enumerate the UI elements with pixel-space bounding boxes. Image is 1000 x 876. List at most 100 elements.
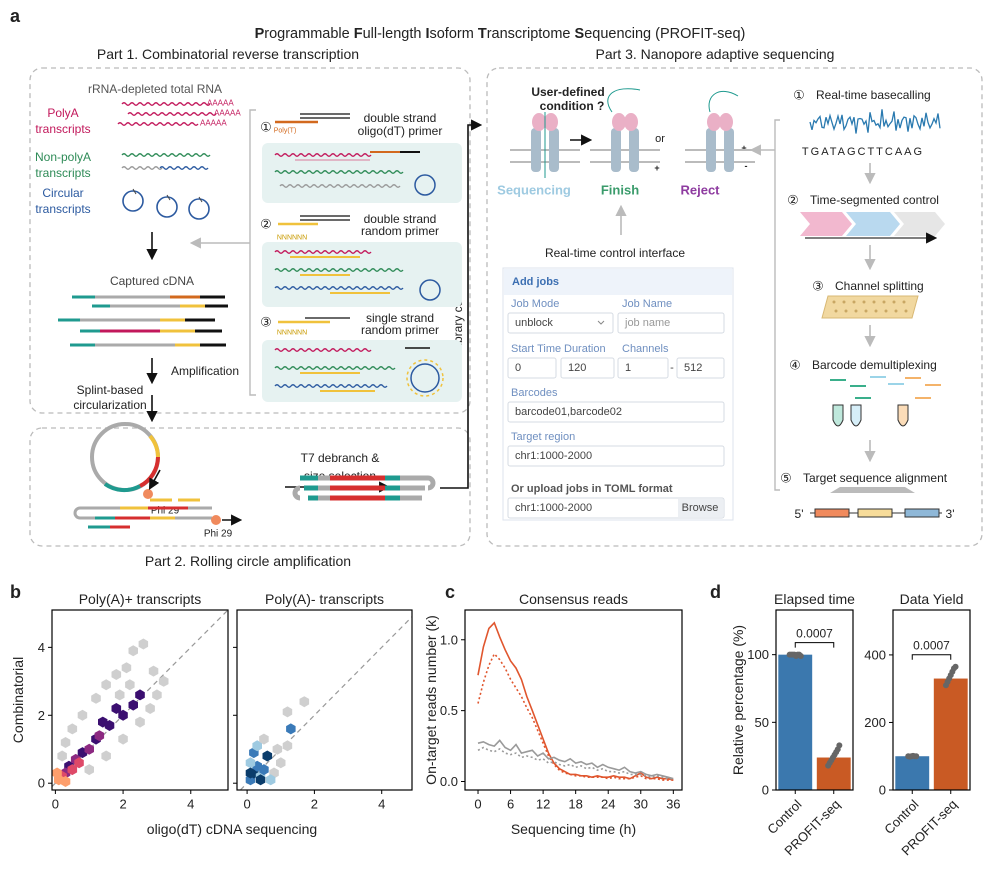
significance-bracket — [911, 654, 952, 660]
primer-label: single strand — [366, 311, 434, 325]
y-axis-label: On-target reads number (k) — [423, 615, 439, 785]
plot-frame — [892, 609, 971, 791]
hexbin — [145, 703, 155, 714]
x-tick-label: 0 — [474, 797, 481, 812]
channel — [854, 309, 858, 313]
hexbin — [67, 723, 78, 735]
hexbin — [57, 750, 67, 762]
y-tick-label: 200 — [864, 715, 886, 730]
rna-strand — [274, 366, 396, 370]
y-tick-label: 4 — [38, 640, 45, 655]
channel — [852, 300, 856, 304]
circularization-label: Splint-based — [77, 383, 144, 397]
nonpolya-label: transcripts — [35, 166, 90, 180]
hexbin — [121, 662, 132, 674]
primer-number: ③ — [260, 315, 272, 330]
plot-frame — [464, 609, 683, 791]
browse-button[interactable] — [678, 499, 723, 517]
channel — [872, 300, 876, 304]
input[interactable] — [676, 357, 725, 379]
input[interactable] — [507, 497, 725, 519]
x-axis-label: Sequencing time (h) — [511, 821, 636, 837]
rca-segment — [139, 456, 160, 488]
primer-mark — [198, 196, 203, 203]
plot-frame — [51, 609, 229, 791]
y-tick-label: 50 — [755, 715, 769, 730]
enzyme-label: Phi 29 — [204, 529, 233, 540]
primer-number: ② — [260, 217, 272, 232]
input[interactable] — [507, 401, 725, 423]
charge: + — [741, 143, 746, 153]
hexbin — [135, 716, 145, 728]
motor — [532, 113, 546, 131]
hexbin — [118, 709, 128, 721]
y-tick-label: 100 — [747, 647, 769, 662]
chart-title: Poly(A)- transcripts — [265, 591, 384, 607]
field-label: Channels — [622, 343, 669, 355]
hexbin — [111, 669, 122, 680]
primer-tag: NNNNNN — [277, 235, 307, 242]
input[interactable] — [560, 357, 615, 379]
primer-label: random primer — [361, 323, 439, 337]
input-value: 1 — [625, 362, 631, 374]
x-tick-label: 2 — [311, 797, 318, 812]
upload-label: Or upload jobs in TOML format — [511, 483, 673, 495]
step-label: Real-time basecalling — [816, 88, 931, 102]
reference-line — [239, 616, 413, 791]
hexbin — [114, 689, 125, 701]
strand — [607, 88, 641, 113]
step-label: Channel splitting — [835, 279, 924, 293]
hexbin — [259, 764, 269, 776]
target-block — [814, 508, 850, 518]
hexbin — [67, 764, 78, 776]
channel — [884, 309, 888, 313]
field-label: Start Time — [511, 343, 561, 355]
x-tick-label: 24 — [601, 797, 615, 812]
step-number: ① — [793, 88, 805, 103]
primer-mark — [166, 194, 171, 201]
motor — [707, 113, 721, 131]
input[interactable] — [507, 445, 725, 467]
input-value: 120 — [568, 362, 586, 374]
step-label: Barcode demultiplexing — [812, 358, 937, 372]
circular-rna — [419, 279, 441, 301]
button-label: Browse — [682, 502, 719, 514]
field-label: Job Mode — [511, 298, 559, 310]
tube — [832, 404, 844, 427]
input[interactable] — [507, 357, 557, 379]
x-tick-label: 0 — [243, 797, 250, 812]
channel — [902, 300, 906, 304]
hexbin — [286, 723, 296, 735]
circular-rna — [410, 363, 440, 393]
plot-frame — [236, 609, 413, 791]
channel — [882, 300, 886, 304]
line-series — [477, 621, 674, 781]
field-label: Duration — [564, 343, 606, 355]
panel-label: a — [10, 6, 21, 26]
hexbin — [138, 638, 149, 650]
x-tick-label: 4 — [187, 797, 194, 812]
input-value: chr1:1000-2000 — [515, 450, 592, 462]
circular-label: Circular — [42, 186, 83, 200]
enzyme-label: Phi 29 — [151, 506, 180, 517]
chevron — [597, 320, 605, 325]
select[interactable] — [507, 312, 614, 334]
input[interactable] — [617, 357, 669, 379]
chart-title: Poly(A)+ transcripts — [79, 591, 202, 607]
chart-title: Data Yield — [900, 591, 964, 607]
hexbin — [282, 740, 293, 752]
hexbin — [98, 716, 108, 728]
rna-strand — [274, 268, 404, 272]
primer-tag: NNNNNN — [277, 330, 307, 337]
figure-title: Programmable Full-length Isoform Transcr… — [255, 26, 746, 42]
panel-label: d — [710, 582, 721, 602]
pore — [611, 128, 621, 172]
x-tick-label: 30 — [634, 797, 648, 812]
y-axis-label: Combinatorial — [10, 657, 26, 743]
rna-strand — [121, 153, 211, 157]
y-tick-label: 0 — [762, 783, 769, 798]
input[interactable] — [617, 312, 725, 334]
end-label: 3' — [946, 507, 955, 521]
channel — [892, 300, 896, 304]
